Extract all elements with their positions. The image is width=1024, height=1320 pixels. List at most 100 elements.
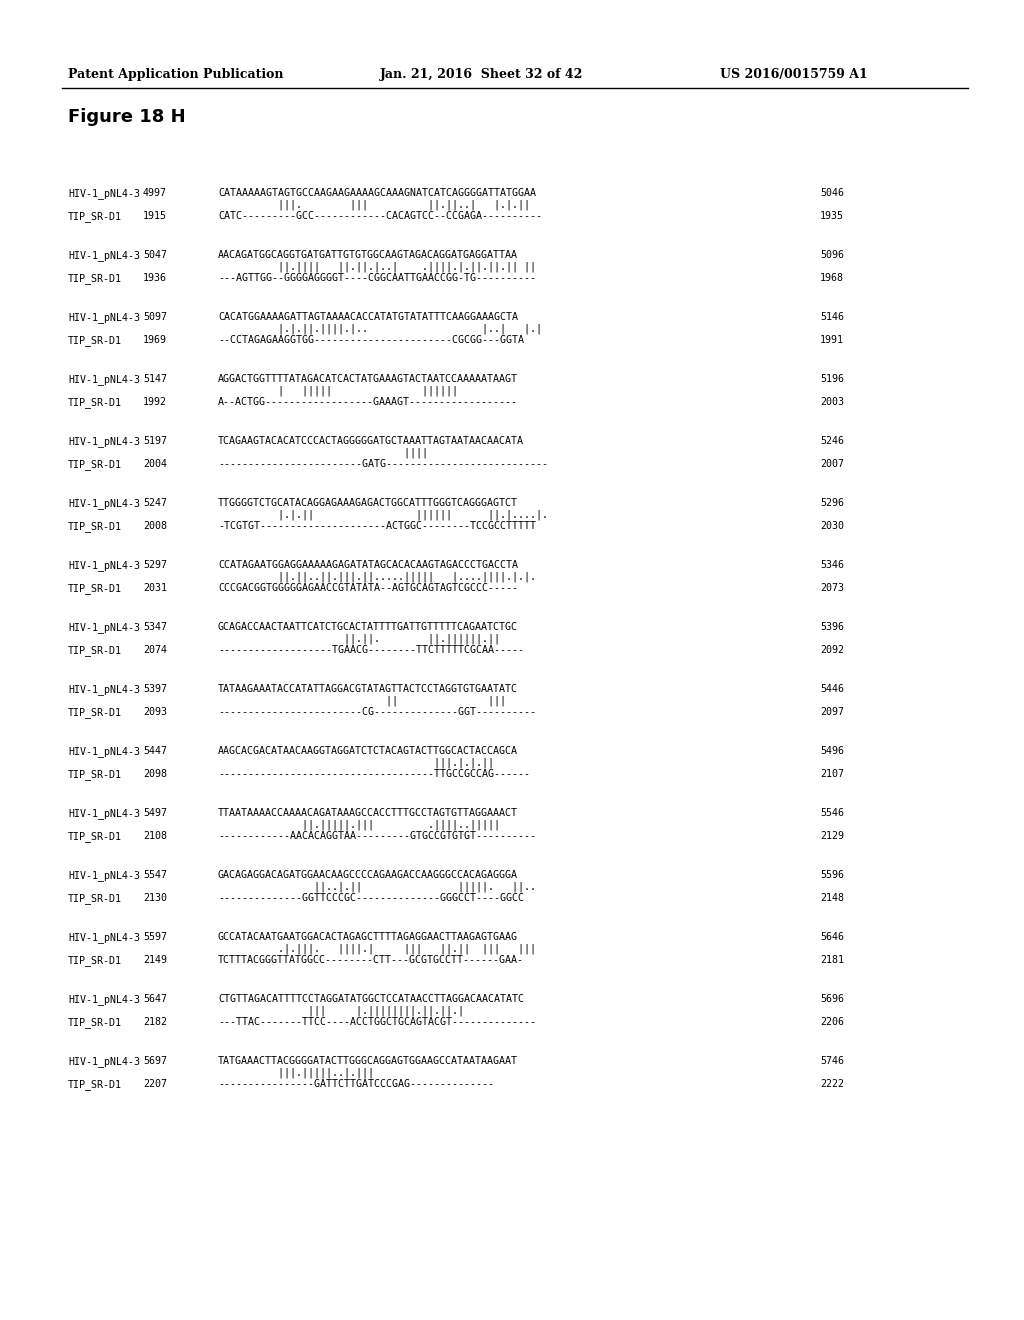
Text: HIV-1_pNL4-3: HIV-1_pNL4-3 xyxy=(68,808,140,818)
Text: Figure 18 H: Figure 18 H xyxy=(68,108,185,125)
Text: ||..|.||                |||||.   ||..: ||..|.|| |||||. ||.. xyxy=(218,882,536,892)
Text: US 2016/0015759 A1: US 2016/0015759 A1 xyxy=(720,69,867,81)
Text: 5147: 5147 xyxy=(143,374,167,384)
Text: HIV-1_pNL4-3: HIV-1_pNL4-3 xyxy=(68,436,140,447)
Text: 5196: 5196 xyxy=(820,374,844,384)
Text: 5346: 5346 xyxy=(820,560,844,570)
Text: TIP_SR-D1: TIP_SR-D1 xyxy=(68,521,122,532)
Text: 5646: 5646 xyxy=(820,932,844,942)
Text: 1969: 1969 xyxy=(143,335,167,345)
Text: 5246: 5246 xyxy=(820,436,844,446)
Text: TIP_SR-D1: TIP_SR-D1 xyxy=(68,954,122,966)
Text: TIP_SR-D1: TIP_SR-D1 xyxy=(68,770,122,780)
Text: 1991: 1991 xyxy=(820,335,844,345)
Text: TIP_SR-D1: TIP_SR-D1 xyxy=(68,1016,122,1028)
Text: 2003: 2003 xyxy=(820,397,844,407)
Text: 2031: 2031 xyxy=(143,583,167,593)
Text: 2107: 2107 xyxy=(820,770,844,779)
Text: ------------------------------------TTGCCGCCAG------: ------------------------------------TTGC… xyxy=(218,770,530,779)
Text: TIP_SR-D1: TIP_SR-D1 xyxy=(68,645,122,656)
Text: HIV-1_pNL4-3: HIV-1_pNL4-3 xyxy=(68,870,140,880)
Text: 5297: 5297 xyxy=(143,560,167,570)
Text: 5046: 5046 xyxy=(820,187,844,198)
Text: 4997: 4997 xyxy=(143,187,167,198)
Text: 5697: 5697 xyxy=(143,1056,167,1067)
Text: 2182: 2182 xyxy=(143,1016,167,1027)
Text: 5647: 5647 xyxy=(143,994,167,1005)
Text: 5097: 5097 xyxy=(143,312,167,322)
Text: TATGAAACTTACGGGGATACTTGGGCAGGAGTGGAAGCCATAATAAGAAT: TATGAAACTTACGGGGATACTTGGGCAGGAGTGGAAGCCA… xyxy=(218,1056,518,1067)
Text: CATC---------GCC------------CACAGTCC--CCGAGA----------: CATC---------GCC------------CACAGTCC--CC… xyxy=(218,211,542,220)
Text: 1915: 1915 xyxy=(143,211,167,220)
Text: 2030: 2030 xyxy=(820,521,844,531)
Text: 5497: 5497 xyxy=(143,808,167,818)
Text: 2148: 2148 xyxy=(820,894,844,903)
Text: AACAGATGGCAGGTGATGATTGTGTGGCAAGTAGACAGGATGAGGATTAA: AACAGATGGCAGGTGATGATTGTGTGGCAAGTAGACAGGA… xyxy=(218,249,518,260)
Text: 5696: 5696 xyxy=(820,994,844,1005)
Text: -TCGTGT---------------------ACTGGC--------TCCGCCTTTTT: -TCGTGT---------------------ACTGGC------… xyxy=(218,521,536,531)
Text: CACATGGAAAAGATTAGTAAAACACCATATGTATATTTCAAGGAAAGCTA: CACATGGAAAAGATTAGTAAAACACCATATGTATATTTCA… xyxy=(218,312,518,322)
Text: 5247: 5247 xyxy=(143,498,167,508)
Text: CATAAAAAGTAGTGCCAAGAAGAAAAGCAAAGNATCATCAGGGGATTATGGAA: CATAAAAAGTAGTGCCAAGAAGAAAAGCAAAGNATCATCA… xyxy=(218,187,536,198)
Text: TIP_SR-D1: TIP_SR-D1 xyxy=(68,397,122,408)
Text: --------------GGTTCCCGC--------------GGGCCT----GGCC: --------------GGTTCCCGC--------------GGG… xyxy=(218,894,524,903)
Text: |   |||||               ||||||: | ||||| |||||| xyxy=(218,385,458,396)
Text: HIV-1_pNL4-3: HIV-1_pNL4-3 xyxy=(68,560,140,572)
Text: 5447: 5447 xyxy=(143,746,167,756)
Text: HIV-1_pNL4-3: HIV-1_pNL4-3 xyxy=(68,1056,140,1067)
Text: 5496: 5496 xyxy=(820,746,844,756)
Text: GACAGAGGACAGATGGAACAAGCCCCAGAAGACCAAGGGCCACAGAGGGA: GACAGAGGACAGATGGAACAAGCCCCAGAAGACCAAGGGC… xyxy=(218,870,518,880)
Text: CCCGACGGTGGGGGAGAACCGTATATA--AGTGCAGTAGTCGCCC-----: CCCGACGGTGGGGGAGAACCGTATATA--AGTGCAGTAGT… xyxy=(218,583,518,593)
Text: 2108: 2108 xyxy=(143,832,167,841)
Text: |||.|||||..|.|||: |||.|||||..|.||| xyxy=(218,1068,374,1078)
Text: 2207: 2207 xyxy=(143,1078,167,1089)
Text: ||.||..||.|||.||.....|||||   |....||||.|.|.: ||.||..||.|||.||.....||||| |....||||.|.|… xyxy=(218,572,536,582)
Text: ---AGTTGG--GGGGAGGGGT----CGGCAATTGAACCGG-TG----------: ---AGTTGG--GGGGAGGGGT----CGGCAATTGAACCGG… xyxy=(218,273,536,282)
Text: 5396: 5396 xyxy=(820,622,844,632)
Text: Patent Application Publication: Patent Application Publication xyxy=(68,69,284,81)
Text: TATAAGAAATACCATATTAGGACGTATAGTTACTCCTAGGTGTGAATATC: TATAAGAAATACCATATTAGGACGTATAGTTACTCCTAGG… xyxy=(218,684,518,694)
Text: GCAGACCAACTAATTCATCTGCACTATTTTGATTGTTTTTCAGAATCTGC: GCAGACCAACTAATTCATCTGCACTATTTTGATTGTTTTT… xyxy=(218,622,518,632)
Text: TIP_SR-D1: TIP_SR-D1 xyxy=(68,335,122,346)
Text: 2074: 2074 xyxy=(143,645,167,655)
Text: 5296: 5296 xyxy=(820,498,844,508)
Text: 5446: 5446 xyxy=(820,684,844,694)
Text: ----------------GATTCTTGATCCCGAG--------------: ----------------GATTCTTGATCCCGAG--------… xyxy=(218,1078,494,1089)
Text: ------------------------GATG---------------------------: ------------------------GATG------------… xyxy=(218,459,548,469)
Text: -------------------TGAACG--------TTCTTTTTCGCAA-----: -------------------TGAACG--------TTCTTTT… xyxy=(218,645,524,655)
Text: ||               |||: || ||| xyxy=(218,696,506,706)
Text: TIP_SR-D1: TIP_SR-D1 xyxy=(68,211,122,222)
Text: 2093: 2093 xyxy=(143,708,167,717)
Text: 2206: 2206 xyxy=(820,1016,844,1027)
Text: 5397: 5397 xyxy=(143,684,167,694)
Text: TIP_SR-D1: TIP_SR-D1 xyxy=(68,459,122,470)
Text: 2073: 2073 xyxy=(820,583,844,593)
Text: AGGACTGGTTTTATAGACATCACTATGAAAGTACTAATCCAAAAATAAGT: AGGACTGGTTTTATAGACATCACTATGAAAGTACTAATCC… xyxy=(218,374,518,384)
Text: |||.|.|.||: |||.|.|.|| xyxy=(218,758,494,768)
Text: |||.        |||          ||.||..|   |.|.||: |||. ||| ||.||..| |.|.|| xyxy=(218,199,530,210)
Text: Jan. 21, 2016  Sheet 32 of 42: Jan. 21, 2016 Sheet 32 of 42 xyxy=(380,69,584,81)
Text: ||.||.        ||.||||||.||: ||.||. ||.||||||.|| xyxy=(218,634,500,644)
Text: CTGTTAGACATTTTCCTAGGATATGGCTCCATAACCTTAGGACAACATATC: CTGTTAGACATTTTCCTAGGATATGGCTCCATAACCTTAG… xyxy=(218,994,524,1005)
Text: 5597: 5597 xyxy=(143,932,167,942)
Text: 5047: 5047 xyxy=(143,249,167,260)
Text: 5197: 5197 xyxy=(143,436,167,446)
Text: ---TTAC-------TTCC----ACCTGGCTGCAGTACGT--------------: ---TTAC-------TTCC----ACCTGGCTGCAGTACGT-… xyxy=(218,1016,536,1027)
Text: 2149: 2149 xyxy=(143,954,167,965)
Text: AAGCACGACATAACAAGGTAGGATCTCTACAGTACTTGGCACTACCAGCA: AAGCACGACATAACAAGGTAGGATCTCTACAGTACTTGGC… xyxy=(218,746,518,756)
Text: TTAATAAAACCAAAACAGATAAAGCCACCTTTGCCTAGTGTTAGGAAACT: TTAATAAAACCAAAACAGATAAAGCCACCTTTGCCTAGTG… xyxy=(218,808,518,818)
Text: 2098: 2098 xyxy=(143,770,167,779)
Text: CCATAGAATGGAGGAAAAAGAGATATAGCACACAAGTAGACCCTGACCTA: CCATAGAATGGAGGAAAAAGAGATATAGCACACAAGTAGA… xyxy=(218,560,518,570)
Text: HIV-1_pNL4-3: HIV-1_pNL4-3 xyxy=(68,374,140,385)
Text: HIV-1_pNL4-3: HIV-1_pNL4-3 xyxy=(68,249,140,261)
Text: 5746: 5746 xyxy=(820,1056,844,1067)
Text: 2097: 2097 xyxy=(820,708,844,717)
Text: 5596: 5596 xyxy=(820,870,844,880)
Text: HIV-1_pNL4-3: HIV-1_pNL4-3 xyxy=(68,622,140,632)
Text: 5096: 5096 xyxy=(820,249,844,260)
Text: |.|.||.||||.|..                   |..|   |.|: |.|.||.||||.|.. |..| |.| xyxy=(218,323,542,334)
Text: 5146: 5146 xyxy=(820,312,844,322)
Text: ||||: |||| xyxy=(218,447,428,458)
Text: .|.|||.   ||||.|     |||   ||.||  |||   |||: .|.|||. ||||.| ||| ||.|| ||| ||| xyxy=(218,944,536,954)
Text: 2008: 2008 xyxy=(143,521,167,531)
